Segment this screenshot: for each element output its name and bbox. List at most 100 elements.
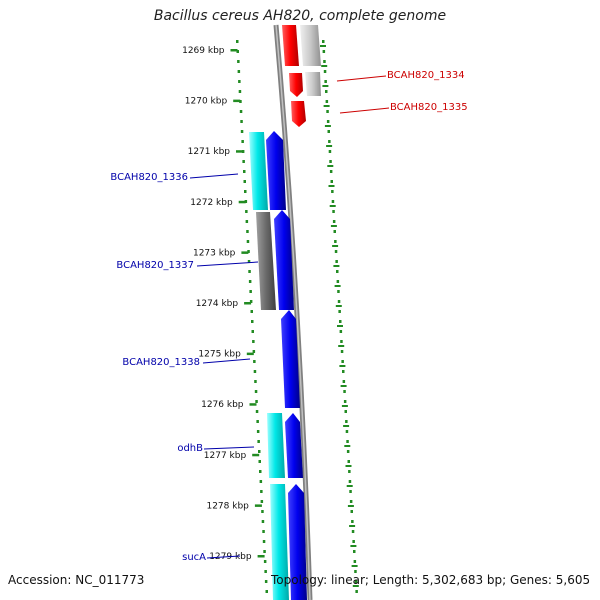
label-bcah820-1334[interactable]: BCAH820_1334 — [387, 70, 465, 81]
dot-right — [328, 150, 332, 153]
dot-left — [246, 230, 249, 233]
gene-grey-upper-feature[interactable] — [300, 25, 321, 66]
rail-dash — [350, 545, 357, 547]
dot-left — [257, 440, 260, 443]
dot-left — [237, 60, 240, 63]
dot-left — [265, 590, 268, 593]
dot-right — [325, 90, 328, 93]
gene-bcah820-1334-feature[interactable] — [282, 25, 299, 66]
dot-left — [262, 530, 265, 533]
gene-blue-3-feature[interactable] — [285, 413, 303, 478]
leader-bcah820-1337 — [196, 261, 259, 267]
rail-dash — [352, 585, 359, 587]
dot-right — [347, 460, 350, 463]
dot-right — [334, 240, 337, 243]
dot-left — [244, 200, 248, 203]
dot-right — [355, 590, 358, 593]
rail-dash — [326, 145, 333, 147]
rail-dash — [320, 45, 326, 47]
dot-right — [328, 140, 331, 143]
dot-left — [247, 260, 251, 263]
tick-label: 1276 kbp — [201, 400, 244, 410]
dot-right — [322, 40, 325, 43]
label-bcah820-1335[interactable]: BCAH820_1335 — [390, 102, 468, 113]
rail-dash — [330, 225, 337, 227]
gene-blue-1-feature[interactable] — [266, 131, 286, 210]
dot-right — [352, 540, 355, 543]
dot-right — [323, 60, 326, 63]
dot-left — [255, 400, 258, 403]
label-suca[interactable]: sucA — [182, 552, 206, 563]
dot-right — [340, 340, 343, 343]
dot-left — [242, 160, 245, 163]
gene-bcah820-1338-feature[interactable] — [281, 310, 300, 408]
rail-dash — [343, 425, 350, 427]
dot-right — [324, 80, 327, 83]
dot-right — [330, 180, 333, 183]
dot-left — [249, 300, 253, 303]
dot-right — [331, 190, 334, 193]
label-bcah820-1338[interactable]: BCAH820_1338 — [122, 357, 200, 368]
dot-left — [237, 70, 241, 73]
tick-label: 1273 kbp — [193, 248, 236, 258]
dot-right — [332, 220, 336, 223]
gene-red-tail-feature[interactable] — [291, 101, 306, 127]
dot-right — [353, 550, 356, 553]
accession-text: Accession: NC_011773 — [8, 573, 145, 587]
dot-right — [346, 440, 349, 443]
rail-dash — [344, 445, 351, 447]
tick-label: 1277 kbp — [204, 451, 247, 461]
dot-right — [343, 390, 346, 393]
dot-left — [239, 110, 243, 113]
tick-label: 1270 kbp — [185, 97, 228, 107]
rail-dash — [332, 245, 339, 247]
dot-left — [253, 370, 257, 373]
tick-mark — [257, 555, 265, 558]
backbone-highlight — [275, 24, 311, 600]
rail-dash — [327, 165, 334, 167]
dot-right — [334, 250, 338, 253]
dot-right — [339, 330, 343, 333]
dot-right — [341, 360, 344, 363]
dot-left — [250, 310, 253, 313]
gene-blue-4-feature[interactable] — [288, 484, 307, 600]
gene-bcah820-1336-feature[interactable] — [249, 132, 268, 210]
dot-left — [245, 210, 248, 213]
gene-bcah820-1337-feature[interactable] — [256, 212, 276, 310]
dot-right — [350, 510, 353, 513]
rail-dash — [339, 365, 346, 367]
label-bcah820-1336[interactable]: BCAH820_1336 — [110, 172, 188, 183]
dot-left — [263, 560, 267, 563]
dot-right — [353, 560, 357, 563]
rail-dash — [349, 525, 356, 527]
tick-mark — [254, 504, 262, 507]
dot-left — [241, 140, 244, 143]
dot-left — [261, 510, 264, 513]
dot-right — [345, 430, 349, 433]
gene-blue-2-feature[interactable] — [274, 210, 294, 310]
gene-odhb-feature[interactable] — [267, 413, 285, 478]
rail-dash — [347, 505, 354, 507]
gene-suca-feature[interactable] — [270, 484, 289, 600]
dot-left — [249, 290, 252, 293]
dot-right — [335, 260, 338, 263]
dot-left — [245, 220, 249, 223]
dot-left — [248, 280, 252, 283]
genome-title: Bacillus cereus AH820, complete genome — [153, 8, 447, 24]
rail-dash — [321, 65, 328, 67]
tick-mark — [252, 453, 260, 457]
rail-dash — [346, 485, 353, 487]
label-bcah820-1337[interactable]: BCAH820_1337 — [116, 260, 194, 271]
rail-dash — [333, 265, 340, 267]
tick-label: 1272 kbp — [190, 198, 233, 208]
label-odhb[interactable]: odhB — [177, 443, 203, 454]
gene-grey-small-feature[interactable] — [305, 72, 321, 96]
dot-right — [351, 530, 355, 533]
dot-right — [331, 200, 335, 203]
dot-right — [333, 230, 336, 233]
dot-right — [339, 320, 342, 323]
dot-right — [349, 500, 353, 503]
tick-mark — [244, 302, 252, 305]
gene-bcah820-1335-feature[interactable] — [289, 73, 303, 97]
dot-right — [345, 420, 348, 423]
